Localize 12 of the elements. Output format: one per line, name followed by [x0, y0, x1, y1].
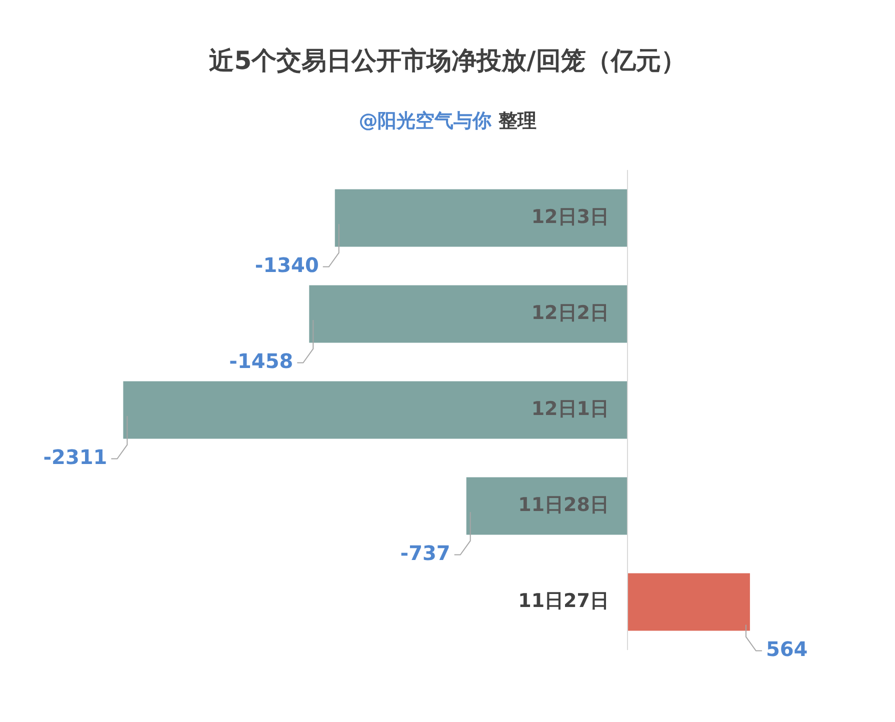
y-tick-label: 12日3日	[531, 206, 609, 228]
data-label: -1340	[254, 253, 319, 278]
data-label: -1458	[229, 349, 294, 374]
y-tick-label: 11日28日	[518, 494, 609, 516]
y-tick-label: 11日27日	[518, 590, 609, 612]
chart-title: 近5个交易日公开市场净投放/回笼（亿元）	[208, 45, 687, 77]
data-label: 564	[766, 637, 808, 662]
data-label: -2311	[43, 445, 108, 470]
chart-subtitle: @阳光空气与你 整理	[358, 109, 538, 134]
y-tick-label: 12日2日	[531, 302, 609, 324]
data-label: -737	[400, 541, 450, 566]
y-tick-label: 12日1日	[531, 398, 609, 420]
